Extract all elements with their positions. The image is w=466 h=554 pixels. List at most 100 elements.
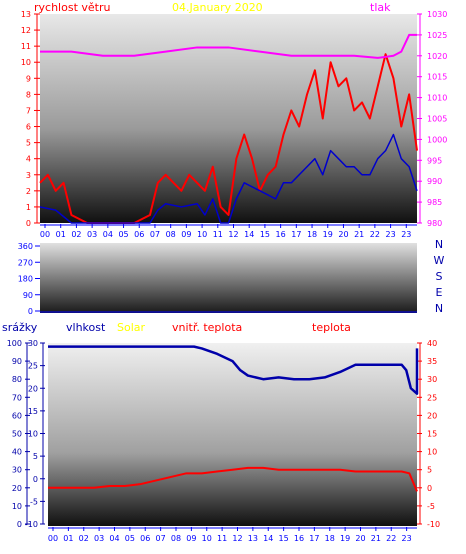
humidity-axis-tick: 90 [12, 357, 22, 366]
hour-tick: 09 [186, 534, 196, 543]
humidity-axis-tick: 70 [12, 393, 22, 402]
wind-axis-tick: 4 [26, 155, 31, 164]
hour-tick: 03 [87, 230, 97, 239]
solar-axis-tick: -10 [25, 520, 38, 529]
direction-axis-tick: 0 [28, 307, 33, 316]
hour-tick: 10 [202, 534, 212, 543]
hour-tick: 07 [156, 534, 166, 543]
humidity-label: vlhkost [66, 321, 106, 334]
wind-axis-tick: 8 [26, 90, 31, 99]
humidity-series [48, 345, 419, 395]
hour-tick: 12 [228, 230, 238, 239]
hour-tick: 01 [63, 534, 73, 543]
solar-axis-tick: 25 [28, 362, 38, 371]
temperature-axis-tick: 30 [427, 375, 437, 384]
hour-tick: 00 [40, 230, 50, 239]
hour-tick: 06 [134, 230, 144, 239]
compass-label: E [436, 286, 443, 299]
hour-tick: 08 [166, 230, 176, 239]
wind-axis-tick: 6 [26, 123, 31, 132]
direction-axis-tick: 180 [18, 275, 33, 284]
hour-tick: 17 [309, 534, 319, 543]
hour-tick: 13 [248, 534, 258, 543]
pressure-axis-tick: 980 [427, 219, 442, 228]
temperature-series [48, 466, 418, 492]
hour-tick: 02 [79, 534, 89, 543]
temperature-axis-tick: -5 [427, 502, 435, 511]
hour-tick: 02 [71, 230, 81, 239]
temperature-axis-tick: 25 [427, 393, 437, 402]
hour-tick: 06 [140, 534, 150, 543]
pressure-series [40, 33, 417, 59]
pressure-axis-tick: 1000 [427, 135, 447, 144]
bottom-solar-axis: -10 -5 0 5 10 15 20 25 30 [25, 339, 45, 529]
chart-date-title: 04.January 2020 [172, 1, 263, 14]
compass-label: S [436, 270, 443, 283]
pressure-axis-tick: 1010 [427, 94, 447, 103]
rain-label: srážky [2, 321, 38, 334]
humidity-axis-tick: 30 [12, 466, 22, 475]
top-right-axis: 980 985 990 995 1000 1005 1010 1015 1020 1025 1030 [417, 10, 447, 228]
temperature-axis-tick: 35 [427, 357, 437, 366]
humidity-axis-tick: 80 [12, 375, 22, 384]
hour-tick: 22 [370, 230, 380, 239]
temperature-axis-tick: 20 [427, 411, 437, 420]
wind-axis-tick: 9 [26, 74, 31, 83]
hour-tick: 00 [48, 534, 58, 543]
top-x-axis: 00 01 02 03 04 05 06 07 08 09 10 11 12 14 15 16 17 18 19 20… [40, 224, 417, 239]
temperature-axis-tick: 15 [427, 430, 437, 439]
hour-tick: 21 [371, 534, 381, 543]
temperature-label: teplota [312, 321, 351, 334]
wind-axis-tick: 11 [21, 42, 31, 51]
solar-axis-tick: 30 [28, 339, 38, 348]
hour-tick: 14 [263, 534, 273, 543]
pressure-axis-tick: 1005 [427, 115, 447, 124]
hour-tick: 09 [181, 230, 191, 239]
wind-axis-tick: 13 [21, 10, 31, 19]
hour-tick: 04 [109, 534, 119, 543]
hour-tick: 11 [213, 230, 223, 239]
solar-axis-tick: 15 [28, 407, 38, 416]
hour-tick: 20 [355, 534, 365, 543]
hour-tick: 19 [340, 534, 350, 543]
pressure-axis-tick: 990 [427, 177, 442, 186]
hour-tick: 07 [150, 230, 160, 239]
hour-tick: 05 [118, 230, 128, 239]
temperature-axis-tick: 40 [427, 339, 437, 348]
wind-axis-tick: 2 [26, 187, 31, 196]
humidity-axis-tick: 40 [12, 448, 22, 457]
solar-label: Solar [117, 321, 146, 334]
hour-tick: 19 [323, 230, 333, 239]
hour-tick: 05 [125, 534, 135, 543]
bottom-x-axis: 00 01 02 03 04 05 06 07 08 09 10 11 12 13 14 15 16 17 18 19… [48, 527, 417, 543]
compass-label: N [435, 238, 443, 251]
compass-label: W [434, 254, 445, 267]
hour-tick: 10 [197, 230, 207, 239]
hour-tick: 16 [276, 230, 286, 239]
wind-axis-tick: 7 [26, 106, 31, 115]
wind-axis-tick: 12 [21, 26, 31, 35]
hour-tick: 12 [232, 534, 242, 543]
direction-axis-tick: 360 [18, 242, 33, 251]
hour-tick: 03 [94, 534, 104, 543]
pressure-axis-tick: 1015 [427, 73, 447, 82]
top-chart-background [40, 14, 417, 223]
hour-tick: 22 [386, 534, 396, 543]
bottom-left-axis: 0 10 20 30 40 50 60 70 80 90 100 [7, 339, 30, 529]
wind-axis-tick: 1 [26, 203, 31, 212]
pressure-axis-tick: 995 [427, 156, 442, 165]
temperature-axis-tick: 10 [427, 448, 437, 457]
solar-axis-tick: 0 [33, 475, 38, 484]
solar-axis-tick: 10 [28, 430, 38, 439]
middle-left-axis: 0 90 180 270 360 [18, 242, 40, 316]
hour-tick: 18 [307, 230, 317, 239]
hour-tick: 23 [401, 230, 411, 239]
hour-tick: 01 [56, 230, 66, 239]
pressure-label: tlak [370, 1, 391, 14]
bottom-series-group [48, 345, 419, 492]
wind-speed-label: rychlost větru [34, 1, 110, 14]
